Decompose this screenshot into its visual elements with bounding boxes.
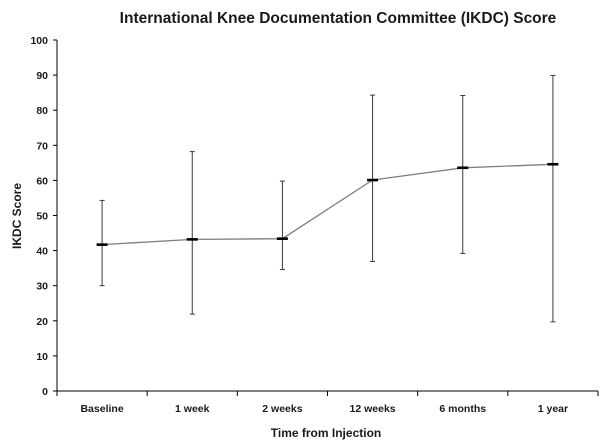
series-line-group	[96, 162, 559, 246]
x-tick-label: Baseline	[80, 403, 123, 415]
x-tick-label: 1 week	[175, 403, 210, 415]
y-tick-label: 80	[36, 105, 48, 117]
error-bars	[99, 74, 556, 323]
y-tick-label: 90	[36, 70, 48, 82]
y-tick-label: 50	[36, 211, 48, 223]
y-tick-label: 100	[30, 35, 48, 47]
y-tick-label: 0	[42, 386, 48, 398]
y-tick-label: 10	[36, 351, 48, 363]
series-line	[102, 163, 553, 246]
x-tick-label: 12 weeks	[350, 403, 396, 415]
y-axis-label: IKDC Score	[10, 183, 24, 249]
chart-title: International Knee Documentation Committ…	[120, 10, 557, 27]
y-tick-label: 70	[36, 140, 48, 152]
y-tick-label: 30	[36, 281, 48, 293]
y-tick-label: 40	[36, 246, 48, 258]
x-tick-label: 6 months	[439, 403, 486, 415]
y-tick-label: 60	[36, 175, 48, 187]
y-axis: 0 10 20 30 40 50 60 70 80 90 100	[30, 35, 58, 398]
x-axis-label: Time from Injection	[271, 426, 381, 440]
y-tick-label: 20	[36, 316, 48, 328]
x-tick-label: 1 year	[538, 403, 568, 415]
x-axis: Baseline 1 week 2 weeks 12 weeks 6 months 1 y…	[56, 390, 599, 415]
x-tick-label: 2 weeks	[262, 403, 302, 415]
